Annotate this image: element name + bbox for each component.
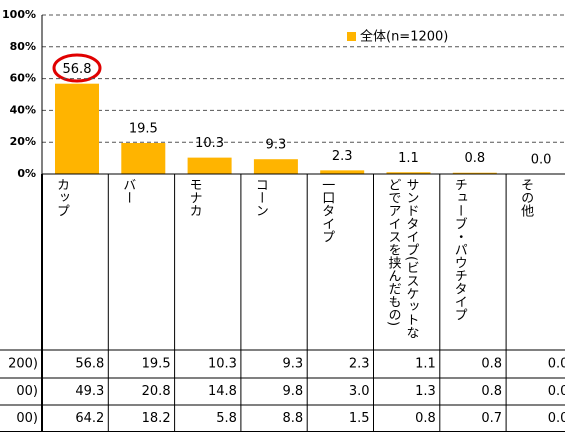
legend-label: 全体(n=1200)	[360, 29, 448, 45]
bar	[386, 172, 431, 174]
table-cell: 0.7	[481, 411, 502, 426]
table-cell: 14.8	[208, 384, 237, 399]
category-label: バー	[120, 178, 136, 204]
row-label: 200)	[8, 357, 38, 372]
y-tick-label: 100%	[2, 8, 36, 21]
table-cell: 5.8	[216, 411, 237, 426]
table-cell: 9.3	[283, 357, 304, 372]
table-cell: 64.2	[75, 411, 104, 426]
category-label: その他	[518, 178, 534, 217]
table-cell: 0.0	[548, 411, 565, 426]
table-cell: 18.2	[142, 411, 171, 426]
bar	[121, 142, 166, 174]
y-tick-label: 40%	[10, 103, 36, 116]
bar	[452, 172, 497, 174]
category-label: 一口タイプ	[319, 178, 335, 243]
table-cell: 20.8	[142, 384, 171, 399]
table-cell: 8.8	[283, 411, 304, 426]
table-cell: 49.3	[75, 384, 104, 399]
y-tick-label: 80%	[10, 40, 36, 53]
table-cell: 2.3	[349, 357, 370, 372]
value-label: 1.1	[398, 151, 419, 166]
y-tick-label: 20%	[10, 135, 36, 148]
table-cell: 1.3	[415, 384, 436, 399]
table-cell: 0.0	[548, 357, 565, 372]
bar	[187, 157, 232, 174]
category-label: チューブ・パウチタイプ	[451, 178, 467, 321]
bar	[320, 170, 365, 174]
legend-swatch	[347, 32, 356, 41]
category-label: コーン	[252, 178, 268, 217]
table-cell: 1.5	[349, 411, 370, 426]
row-label: 00)	[16, 411, 38, 426]
table-cell: 56.8	[75, 357, 104, 372]
table-cell: 1.1	[415, 357, 436, 372]
table-cell: 0.0	[548, 384, 565, 399]
table-cell: 0.8	[481, 384, 502, 399]
value-label: 0.8	[464, 151, 485, 166]
bar	[253, 159, 298, 174]
category-label: カップ	[54, 178, 69, 217]
table-cell: 9.8	[283, 384, 304, 399]
category-label: サンドタイプ(ビスケットなどでアイスを挟んだもの)	[385, 178, 419, 340]
value-label: 10.3	[195, 136, 224, 151]
category-label: モナカ	[186, 178, 202, 217]
value-label: 9.3	[266, 138, 287, 153]
value-label: 2.3	[332, 149, 353, 164]
bar	[55, 83, 99, 174]
row-label: 00)	[16, 384, 38, 399]
table-cell: 0.8	[481, 357, 502, 372]
y-tick-label: 0%	[17, 167, 36, 180]
value-label: 56.8	[63, 62, 92, 77]
highlight-circle	[52, 53, 102, 83]
table-cell: 19.5	[142, 357, 171, 372]
table-cell: 10.3	[208, 357, 237, 372]
value-label: 19.5	[129, 121, 158, 136]
value-label: 0.0	[531, 153, 552, 168]
table-cell: 3.0	[349, 384, 370, 399]
y-tick-label: 60%	[10, 72, 36, 85]
table-cell: 0.8	[415, 411, 436, 426]
